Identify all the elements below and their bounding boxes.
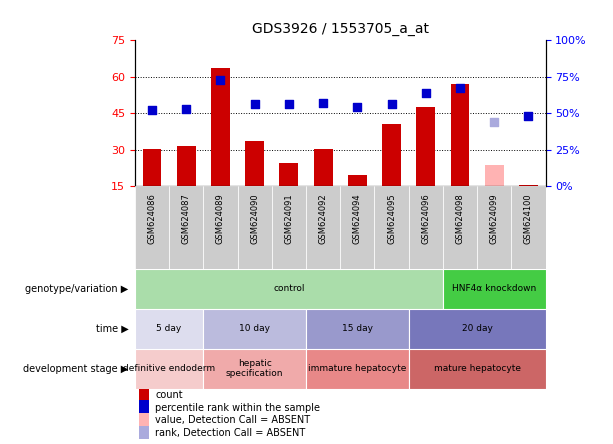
Bar	[409, 186, 443, 269]
Point	[455, 85, 465, 92]
Text: GDS3926 / 1553705_a_at: GDS3926 / 1553705_a_at	[252, 21, 428, 36]
Bar	[519, 185, 538, 186]
Bar	[139, 388, 149, 401]
Point	[524, 113, 533, 120]
Text: count: count	[156, 390, 183, 400]
Text: GSM624095: GSM624095	[387, 193, 396, 244]
Bar	[375, 186, 409, 269]
Text: hepatic
specification: hepatic specification	[226, 359, 283, 378]
Text: GSM624092: GSM624092	[319, 193, 327, 244]
Bar	[272, 186, 306, 269]
Text: development stage ▶: development stage ▶	[23, 364, 129, 373]
Text: GSM624100: GSM624100	[524, 193, 533, 244]
Bar	[511, 186, 546, 269]
Bar	[169, 186, 204, 269]
Bar	[477, 186, 511, 269]
Point	[387, 101, 397, 108]
Text: GSM624099: GSM624099	[490, 193, 499, 244]
Text: HNF4α knockdown: HNF4α knockdown	[452, 284, 536, 293]
Bar	[409, 309, 546, 349]
Point	[421, 89, 431, 96]
Bar	[451, 84, 470, 186]
Text: mature hepatocyte: mature hepatocyte	[433, 364, 520, 373]
Bar	[204, 186, 238, 269]
Bar	[135, 309, 204, 349]
Point	[147, 107, 157, 114]
Bar	[139, 426, 149, 439]
Point	[181, 105, 191, 112]
Text: GSM624096: GSM624096	[421, 193, 430, 244]
Text: GSM624098: GSM624098	[455, 193, 465, 244]
Bar	[211, 68, 230, 186]
Bar	[306, 186, 340, 269]
Bar	[238, 186, 272, 269]
Bar	[306, 309, 409, 349]
Text: time ▶: time ▶	[96, 324, 129, 333]
Text: GSM624086: GSM624086	[148, 193, 156, 244]
Text: rank, Detection Call = ABSENT: rank, Detection Call = ABSENT	[156, 428, 306, 438]
Point	[489, 119, 499, 126]
Text: 20 day: 20 day	[462, 324, 493, 333]
Point	[249, 101, 259, 108]
Bar	[416, 107, 435, 186]
Bar	[340, 186, 375, 269]
Bar	[485, 165, 504, 186]
Bar	[443, 269, 546, 309]
Bar	[143, 149, 161, 186]
Text: percentile rank within the sample: percentile rank within the sample	[156, 403, 321, 412]
Text: GSM624089: GSM624089	[216, 193, 225, 244]
Bar	[348, 175, 367, 186]
Text: GSM624090: GSM624090	[250, 193, 259, 244]
Text: GSM624094: GSM624094	[353, 193, 362, 244]
Point	[318, 99, 328, 107]
Bar	[306, 349, 409, 388]
Point	[216, 76, 226, 83]
Bar	[204, 309, 306, 349]
Bar	[135, 186, 169, 269]
Text: value, Detection Call = ABSENT: value, Detection Call = ABSENT	[156, 416, 311, 425]
Bar	[135, 349, 204, 388]
Text: 10 day: 10 day	[239, 324, 270, 333]
Bar	[139, 413, 149, 427]
Bar	[409, 349, 546, 388]
Bar	[443, 186, 477, 269]
Bar	[139, 400, 149, 414]
Bar	[280, 163, 299, 186]
Text: control: control	[273, 284, 305, 293]
Bar	[204, 349, 306, 388]
Text: 15 day: 15 day	[342, 324, 373, 333]
Text: GSM624087: GSM624087	[181, 193, 191, 244]
Bar	[382, 124, 401, 186]
Bar	[314, 149, 332, 186]
Point	[352, 104, 362, 111]
Text: GSM624091: GSM624091	[284, 193, 294, 244]
Text: 5 day: 5 day	[156, 324, 181, 333]
Point	[284, 101, 294, 108]
Text: immature hepatocyte: immature hepatocyte	[308, 364, 406, 373]
Bar	[177, 146, 196, 186]
Text: definitive endoderm: definitive endoderm	[123, 364, 215, 373]
Text: genotype/variation ▶: genotype/variation ▶	[26, 284, 129, 293]
Bar	[245, 141, 264, 186]
Bar	[135, 269, 443, 309]
